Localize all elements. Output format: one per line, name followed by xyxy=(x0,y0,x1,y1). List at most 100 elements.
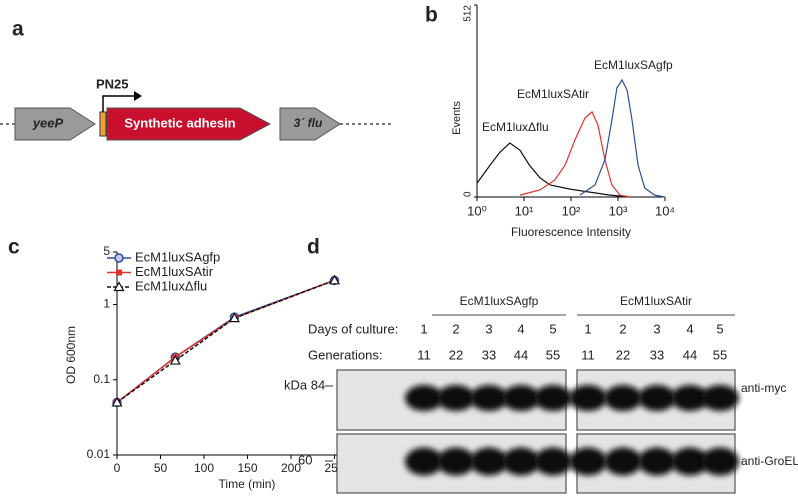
row-label: Days of culture: xyxy=(308,321,398,336)
gene-arrow xyxy=(14,107,96,141)
series-line xyxy=(116,279,335,404)
band xyxy=(604,385,642,411)
y-tick-label: 0 xyxy=(463,191,474,197)
marker xyxy=(111,396,123,407)
band xyxy=(569,385,607,411)
legend-label: EcM1luxSAgfp xyxy=(135,249,220,264)
panel-label: c xyxy=(8,236,20,259)
band xyxy=(502,385,540,411)
x-tick-label: 50 xyxy=(154,461,168,475)
band xyxy=(671,447,709,476)
day-label: 1 xyxy=(420,321,427,336)
histogram-line xyxy=(476,142,631,198)
x-tick-label: 10¹ xyxy=(515,203,534,218)
band xyxy=(534,447,572,476)
band xyxy=(502,447,540,476)
band xyxy=(604,447,642,476)
marker xyxy=(113,281,125,292)
legend-label: EcM1luxΔflu xyxy=(135,278,207,293)
marker xyxy=(114,253,124,263)
panel-label: b xyxy=(425,4,438,27)
x-tick-label: 200 xyxy=(281,461,301,475)
band xyxy=(701,447,739,476)
band xyxy=(534,385,572,411)
y-tick-label: 0.01 xyxy=(87,447,111,461)
marker xyxy=(328,274,341,285)
band xyxy=(470,447,508,476)
x-tick-label: 10³ xyxy=(609,203,628,218)
promoter-arrow xyxy=(102,95,134,112)
generation-label: 44 xyxy=(683,347,697,362)
band xyxy=(671,385,709,411)
mw-marker: 60 xyxy=(298,452,312,467)
x-tick-label: 150 xyxy=(237,461,257,475)
marker xyxy=(116,269,122,276)
day-label: 3 xyxy=(653,321,660,336)
gene-label: 3´ flu xyxy=(294,116,323,130)
histogram-line xyxy=(579,78,666,198)
band xyxy=(569,447,607,476)
generation-label: 55 xyxy=(546,347,560,362)
band xyxy=(437,447,475,476)
series-label: EcM1luxSAtir xyxy=(517,87,589,101)
promoter-arrow-head xyxy=(134,91,142,101)
strain-label: EcM1luxSAtir xyxy=(620,294,692,308)
generation-label: 55 xyxy=(713,347,727,362)
day-label: 5 xyxy=(716,321,723,336)
strain-label: EcM1luxSAgfp xyxy=(460,294,539,308)
generation-label: 11 xyxy=(581,347,595,362)
marker xyxy=(228,312,240,323)
gene-label: Synthetic adhesin xyxy=(124,115,235,130)
legend-label: EcM1luxSAtir xyxy=(135,264,214,279)
band xyxy=(405,447,443,476)
band xyxy=(638,447,676,476)
promoter-label: PN25 xyxy=(96,76,129,91)
panel-label: a xyxy=(12,18,24,41)
x-tick-label: 10⁰ xyxy=(467,203,487,218)
series-label: EcM1luxSAgfp xyxy=(594,58,673,72)
promoter-box xyxy=(99,111,107,137)
antibody-label: anti-GroEL xyxy=(741,454,798,468)
day-label: 1 xyxy=(584,321,591,336)
generation-label: 22 xyxy=(449,347,463,362)
histogram-line xyxy=(519,110,631,198)
marker xyxy=(169,354,181,365)
day-label: 4 xyxy=(517,321,524,336)
day-label: 4 xyxy=(686,321,693,336)
band xyxy=(437,385,475,411)
gene-arrow xyxy=(106,107,272,141)
x-axis-label: Time (min) xyxy=(219,477,276,491)
antibody-label: anti-myc xyxy=(741,381,786,395)
row-label: Generations: xyxy=(308,347,382,362)
y-axis-label: OD 600nm xyxy=(64,326,78,384)
x-tick-label: 100 xyxy=(194,461,214,475)
x-axis-label: Fluorescence Intensity xyxy=(511,225,631,239)
x-tick-label: 10⁴ xyxy=(655,203,675,218)
day-label: 5 xyxy=(549,321,556,336)
day-label: 3 xyxy=(485,321,492,336)
y-tick-label: 0.1 xyxy=(93,372,110,386)
mw-marker: kDa 84 xyxy=(284,377,325,392)
generation-label: 33 xyxy=(482,347,496,362)
band xyxy=(701,385,739,411)
generation-label: 44 xyxy=(514,347,528,362)
band xyxy=(470,385,508,411)
gene-label: yeeP xyxy=(32,115,64,130)
y-tick-label: 1 xyxy=(103,297,110,311)
panel-label: d xyxy=(307,236,320,259)
day-label: 2 xyxy=(619,321,626,336)
gene-arrow xyxy=(279,107,341,141)
series-label: EcM1luxΔflu xyxy=(482,120,549,134)
x-tick-label: 10² xyxy=(562,203,581,218)
band xyxy=(405,385,443,411)
y-axis-label: Events xyxy=(451,101,463,135)
generation-label: 11 xyxy=(417,347,431,362)
generation-label: 22 xyxy=(616,347,630,362)
generation-label: 33 xyxy=(650,347,664,362)
x-tick-label: 0 xyxy=(114,461,121,475)
day-label: 2 xyxy=(452,321,459,336)
band xyxy=(638,385,676,411)
y-tick-label: 512 xyxy=(463,5,474,22)
y-tick-label: 5 xyxy=(103,244,110,258)
